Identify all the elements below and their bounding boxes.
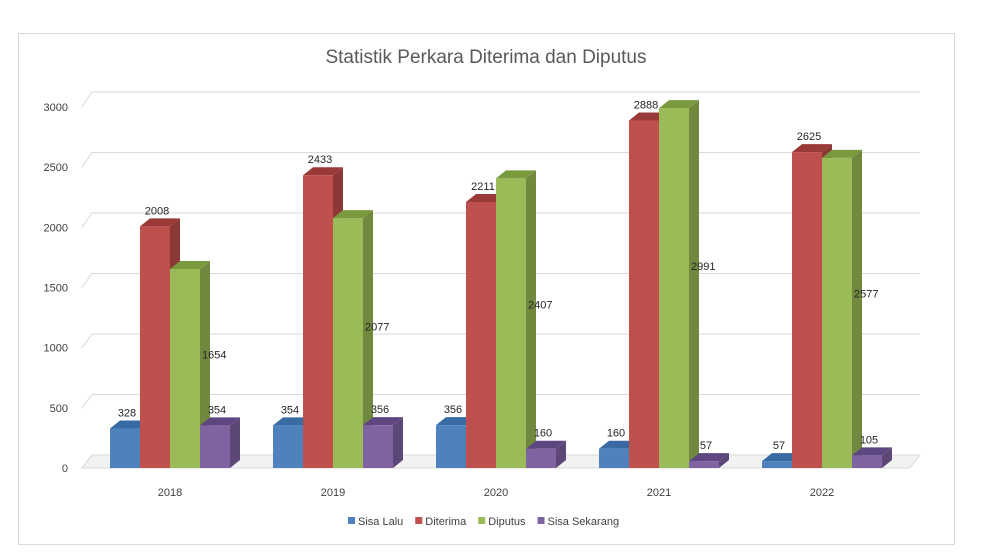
x-axis: 2018 2019 2020 2021 2022: [158, 487, 834, 499]
bar: [466, 201, 496, 468]
bar: [599, 448, 629, 468]
data-label: 160: [607, 428, 625, 440]
bar-top: [526, 440, 566, 449]
data-label: 2211: [471, 181, 495, 193]
x-tick-label: 2021: [647, 487, 671, 499]
y-tick-label: 2000: [44, 222, 68, 234]
legend-swatch: [348, 517, 355, 524]
bar: [659, 108, 689, 468]
bar-top: [140, 218, 180, 227]
bar: [689, 461, 719, 468]
y-tick-label: 1000: [44, 343, 68, 355]
y-tick-label: 3000: [44, 102, 68, 114]
data-labels: 328 2008 1654 354 354 2433 2077 356 356 2211 2407 1…: [118, 99, 879, 452]
legend-label: Diputus: [488, 516, 526, 528]
legend-label: Diterima: [425, 516, 467, 528]
data-label: 2077: [365, 322, 389, 334]
data-label: 328: [118, 408, 136, 420]
bar-side: [689, 100, 699, 468]
bar-top: [200, 417, 240, 426]
bar-side: [882, 447, 892, 468]
bar-side: [200, 260, 210, 468]
data-label: 354: [208, 404, 226, 416]
bar-top: [333, 210, 373, 219]
data-label: 57: [700, 440, 712, 452]
data-label: 57: [773, 440, 785, 452]
x-tick-label: 2019: [321, 487, 345, 499]
data-label: 2577: [854, 288, 878, 300]
data-label: 2008: [145, 205, 169, 217]
bar-side: [852, 149, 862, 468]
x-tick-label: 2022: [810, 487, 834, 499]
bar-top: [852, 447, 892, 456]
data-label: 356: [371, 404, 389, 416]
data-label: 105: [860, 434, 878, 446]
y-axis: 0 500 1000 1500 2000 2500 3000: [44, 102, 68, 475]
data-label: 2888: [634, 99, 658, 111]
bar-top: [689, 453, 729, 462]
bar: [762, 461, 792, 468]
bar-top: [363, 417, 403, 426]
gridline: [81, 91, 920, 108]
x-tick-label: 2020: [484, 487, 508, 499]
plot-area: [110, 100, 892, 469]
bar-side: [719, 453, 729, 468]
bar-top: [659, 100, 699, 109]
bar: [110, 428, 140, 468]
bar: [496, 178, 526, 468]
bar: [303, 175, 333, 468]
bar-top: [303, 167, 343, 176]
y-tick-label: 0: [62, 463, 68, 475]
bar: [170, 268, 200, 468]
bar: [140, 226, 170, 468]
data-label: 2625: [797, 131, 821, 143]
bar: [363, 425, 393, 468]
data-label: 2991: [691, 261, 715, 273]
legend-label: Sisa Sekarang: [548, 516, 620, 528]
bar-side: [526, 170, 536, 468]
bar: [822, 157, 852, 468]
bar-side: [393, 417, 403, 468]
bar-side: [230, 417, 240, 468]
bar-top: [170, 260, 210, 269]
x-tick-label: 2018: [158, 487, 182, 499]
bar: [436, 425, 466, 468]
y-tick-label: 2500: [44, 162, 68, 174]
legend-swatch: [478, 517, 486, 524]
chart-title: Statistik Perkara Diterima dan Diputus: [325, 47, 646, 68]
data-label: 2407: [528, 300, 552, 312]
bar: [792, 152, 822, 468]
data-label: 356: [444, 404, 462, 416]
data-label: 354: [281, 404, 299, 416]
bar: [200, 425, 230, 468]
bar-top: [496, 170, 536, 179]
bar: [273, 425, 303, 468]
bar: [333, 218, 363, 468]
data-label: 2433: [308, 154, 332, 166]
bar-side: [363, 210, 373, 468]
bar-side: [556, 440, 566, 468]
legend-label: Sisa Lalu: [358, 516, 403, 528]
legend-swatch: [415, 517, 423, 524]
data-label: 160: [534, 428, 552, 440]
bar-top: [792, 144, 832, 153]
bar: [629, 120, 659, 469]
bar: [852, 455, 882, 468]
y-tick-label: 1500: [44, 283, 68, 295]
legend: Sisa Lalu Diterima Diputus Sisa Sekarang: [348, 516, 619, 528]
y-tick-label: 500: [50, 403, 68, 415]
bar-top: [822, 149, 862, 158]
data-label: 1654: [202, 350, 226, 362]
legend-swatch: [537, 517, 545, 524]
bar: [526, 448, 556, 468]
